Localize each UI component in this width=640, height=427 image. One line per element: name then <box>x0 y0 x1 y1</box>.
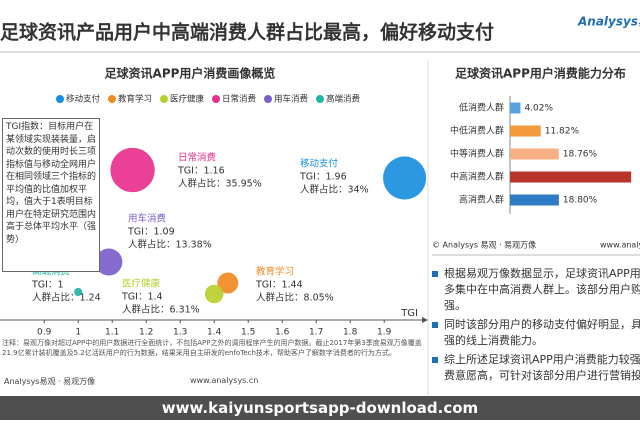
watermark: www.kaiyunsportsapp-download.com <box>0 396 640 420</box>
bullet-marker <box>432 357 438 363</box>
chart-title: 足球资讯APP用户消费画像概览 <box>105 66 276 81</box>
bubble-share: 人群占比：8.05% <box>256 292 334 304</box>
chart-title: 足球资讯APP用户消费能力分布 <box>455 66 626 81</box>
x-tick-label: 1.8 <box>343 328 358 338</box>
y-tick-label: 中等消费人群 <box>450 148 504 160</box>
footnote: 注释：易观万像对超过APP中的用户数据进行全面统计，不包括APP之外的调用程序产… <box>2 339 422 357</box>
legend-label: 用车消费 <box>274 94 309 105</box>
bar <box>510 194 559 206</box>
legend-label: 教育学习 <box>118 94 152 105</box>
bullet: 综上所述足球资讯APP用户消费能力较强，消费意愿高，可针对该部分用户进行营销投放… <box>432 352 640 384</box>
bubble-share: 人群占比：1.24 <box>32 292 101 304</box>
legend-label: 医疗健康 <box>170 94 205 105</box>
page-title: 足球资讯产品用户中高端消费人群占比最高，偏好移动支付 <box>0 21 494 44</box>
x-tick-label: 0.9 <box>37 328 52 338</box>
bubble <box>110 147 155 193</box>
bubble-tgi: TGI：1.96 <box>299 172 347 183</box>
bullet-text: 根据易观万像数据显示，足球资讯APP用户更多集中在中高消费人群上。该部分用户购买… <box>444 267 640 312</box>
bullet: 根据易观万像数据显示，足球资讯APP用户更多集中在中高消费人群上。该部分用户购买… <box>432 266 640 314</box>
bubble <box>217 272 239 294</box>
bubble-tgi: TGI：1 <box>31 280 64 291</box>
x-tick-label: 1.9 <box>377 328 392 338</box>
x-tick-label: 1.7 <box>309 328 323 338</box>
bullet-text: 综上所述足球资讯APP用户消费能力较强，消费意愿高，可针对该部分用户进行营销投放… <box>444 353 640 382</box>
bubble-share: 人群占比：34% <box>300 184 369 196</box>
bubble-name: 医疗健康 <box>122 278 161 290</box>
x-tick-label: 1.5 <box>241 328 255 338</box>
x-tick-label: 1 <box>75 328 81 338</box>
legend-swatch <box>264 95 272 103</box>
bubble-name: 教育学习 <box>256 266 294 278</box>
legend-swatch <box>212 95 220 103</box>
legend-swatch <box>316 95 324 103</box>
x-axis-label: TGI <box>400 308 418 319</box>
bubble-name: 用车消费 <box>128 213 166 225</box>
value-label: 4.02% <box>524 104 553 114</box>
bubble <box>204 284 224 304</box>
legend-swatch <box>160 95 168 103</box>
x-tick-label: 1.3 <box>173 328 187 338</box>
legend-label: 移动支付 <box>66 94 101 105</box>
y-tick-label: 中高消费人群 <box>450 171 504 183</box>
legend-swatch <box>108 95 116 103</box>
bubble-share: 人群占比：35.95% <box>178 178 262 190</box>
bullet-text: 同时该部分用户的移动支付偏好明显，具有较强的线上消费能力。 <box>444 318 640 347</box>
bar <box>510 148 559 160</box>
bar <box>510 102 521 114</box>
bullet-marker <box>432 271 438 277</box>
x-tick-label: 1.2 <box>139 328 153 338</box>
source-site: www.analysys.cn <box>190 376 259 385</box>
legend-label: 日常消费 <box>222 94 257 105</box>
bar <box>510 171 632 183</box>
value-label: 18.76% <box>563 150 598 160</box>
bullet: 同时该部分用户的移动支付偏好明显，具有较强的线上消费能力。 <box>432 317 640 349</box>
bubble <box>95 248 123 276</box>
x-tick-label: 1.1 <box>105 328 119 338</box>
bullet-marker <box>432 322 438 328</box>
y-tick-label: 高消费人群 <box>459 194 504 206</box>
y-tick-label: 低消费人群 <box>459 102 504 114</box>
bubble-tgi: TGI：1.44 <box>255 280 303 291</box>
bubble-tgi: TGI：1.4 <box>121 292 163 303</box>
bullets: 根据易观万像数据显示，足球资讯APP用户更多集中在中高消费人群上。该部分用户购买… <box>432 266 640 387</box>
source-site: www.analysys.cn <box>600 241 640 250</box>
bubble-share: 人群占比：6.31% <box>122 304 200 316</box>
x-tick-label: 1.4 <box>207 328 222 338</box>
source: © Analysys 易观 · 易观万像 <box>432 240 536 250</box>
bubble-tgi: TGI：1.09 <box>127 227 175 238</box>
logo: Analysys易观 <box>577 15 640 29</box>
bar <box>510 125 541 137</box>
bubble-share: 人群占比：13.38% <box>128 239 212 251</box>
bubble <box>383 156 427 200</box>
source: Analysys易观 · 易观万像 <box>4 377 96 386</box>
bubble-name: 日常消费 <box>178 152 216 164</box>
value-label: 11.82% <box>545 127 580 137</box>
bubble <box>74 287 83 297</box>
y-tick-label: 中低消费人群 <box>450 125 504 137</box>
bubble-name: 移动支付 <box>300 158 339 170</box>
value-label: 18.80% <box>563 196 598 206</box>
tgi-note: TGI指数：目标用户在某领域实现装装量，启动次数的使用时长三项指标值与移动全网用… <box>2 118 100 272</box>
legend-swatch <box>56 95 64 103</box>
x-tick-label: 1.6 <box>275 328 290 338</box>
bubble-tgi: TGI：1.16 <box>177 166 225 177</box>
legend-label: 高端消费 <box>326 94 361 105</box>
axis-arrow <box>422 317 428 323</box>
